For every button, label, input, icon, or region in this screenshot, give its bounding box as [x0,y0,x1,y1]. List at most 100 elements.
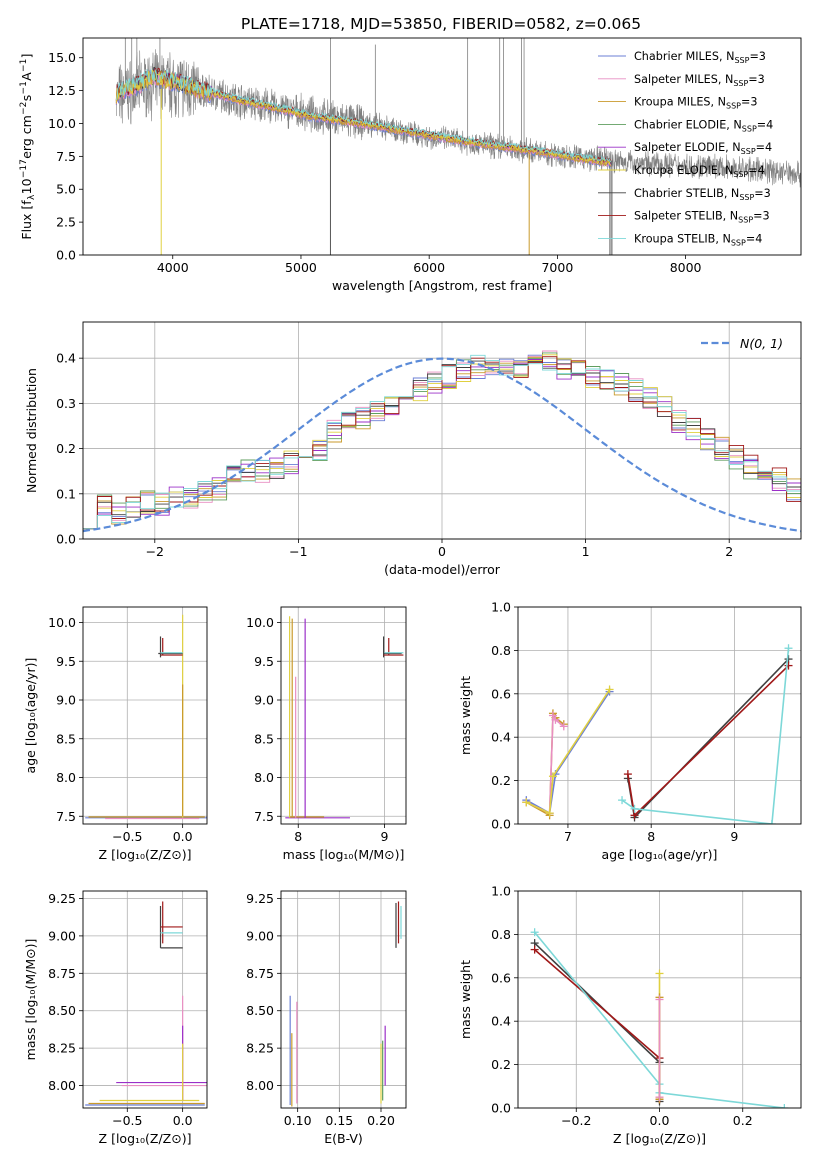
x-tick-label: 7 [564,829,572,844]
x-axis-label: Z [log₁₀(Z/Z⊙)] [99,847,192,862]
y-tick-label: 8.25 [246,1041,274,1056]
legend-entry: Salpeter STELIB, NSSP=3 [634,210,770,225]
y-tick-label: 5.0 [56,182,76,197]
legend-entry: Chabrier MILES, NSSP=3 [634,50,766,65]
y-tick-label: 2.5 [56,215,76,230]
y-tick-label: 0.8 [491,643,511,658]
y-tick-label: 8.0 [254,770,274,785]
x-tick-label: 0.0 [173,1113,193,1128]
y-tick-label: 9.25 [246,891,274,906]
weight-point [530,928,539,937]
x-tick-label: 5000 [285,260,317,275]
y-axis-label: mass weight [458,676,473,755]
axes-frame [517,890,802,1109]
model-spectrum-8 [115,68,612,163]
x-tick-label: −0.5 [112,829,142,844]
y-tick-label: 8.75 [48,966,76,981]
axes-frame [82,606,208,825]
x-tick-label: 4000 [157,260,189,275]
y-tick-label: 0.0 [56,248,76,263]
weight-line [525,689,611,815]
legend-entry: Kroupa MILES, NSSP=3 [634,96,757,111]
weight-point [623,770,632,779]
y-axis-label: mass weight [458,960,473,1039]
y-tick-label: 1.0 [491,600,511,615]
y-tick-label: 8.50 [48,1003,76,1018]
plot-area [530,928,789,1108]
axes-frame [280,890,407,1109]
panels: 4000 5000 6000 7000 80000.02.55.07.510.012.5… [19,37,802,1146]
weight-point [655,969,664,978]
y-tick-label: 0.8 [491,927,511,942]
panel-weight-vs-age: 7 8 9 0.0 0.2 0.4 0.6 0.8 1.0 age [log₁₀(age/yr)]… [458,600,802,862]
weight-point [655,1093,664,1102]
y-tick-label: 8.5 [254,731,274,746]
legend-entry: Chabrier ELODIE, NSSP=4 [634,118,773,133]
x-tick-label: 8 [294,829,302,844]
legend-entry: Kroupa ELODIE, NSSP=4 [634,164,765,179]
axes-frame [280,606,407,825]
panel-age-vs-z: −0.5 0.0 7.5 8.0 8.5 9.0 9.5 10.0 Z [log₁₀(Z/Z⊙)… [23,606,208,862]
weight-point [784,661,793,670]
x-axis-label: Z [log₁₀(Z/Z⊙)] [613,1131,706,1146]
y-tick-label: 9.00 [246,928,274,943]
y-tick-label: 12.5 [48,83,76,98]
weight-line [627,658,790,820]
weight-point [780,1104,789,1108]
histogram-7 [83,356,801,530]
x-tick-label: 0.20 [367,1113,395,1128]
histogram-8 [83,354,801,530]
plot-area [85,614,207,820]
x-tick-label: −1 [289,544,307,559]
y-tick-label: 0.2 [491,1057,511,1072]
weight-point [548,772,557,781]
y-tick-label: 0.2 [491,773,511,788]
plot-area [115,38,801,255]
plot-area [522,644,793,824]
x-tick-label: 1 [582,544,590,559]
y-tick-label: 8.5 [56,731,76,746]
x-axis-label: Z [log₁₀(Z/Z⊙)] [99,1131,192,1146]
x-tick-label: −2 [146,544,164,559]
model-spectrum-2 [115,69,612,167]
legend-entry: Kroupa STELIB, NSSP=4 [634,232,762,247]
y-tick-label: 0.1 [56,486,76,501]
y-axis-label: age [log₁₀(age/yr)] [23,658,38,774]
y-tick-label: 10.0 [48,116,76,131]
y-tick-label: 8.50 [246,1003,274,1018]
y-tick-label: 9.25 [48,891,76,906]
plot-area [83,350,801,533]
plot-area [289,901,402,1107]
histogram-0 [83,354,801,530]
y-axis-label: mass [log₁₀(M/M⊙)] [23,939,38,1061]
x-tick-label: 2 [725,544,733,559]
x-tick-label: −0.2 [561,1113,591,1128]
y-tick-label: 7.5 [56,809,76,824]
weight-point [548,711,557,720]
panel-residuals: −2 −1 0 1 2 0.0 0.1 0.2 0.3 0.4 (data-model)/error… [24,321,802,577]
plot-area [85,901,207,1106]
y-axis-label: Flux [f λ 10 −17 erg cm −2 s −1 A −1 ] [19,53,37,239]
weight-line [525,710,565,817]
panel-mass-vs-ebv: 0.10 0.15 0.20 8.00 8.25 8.50 8.75 9.00 9.25 E(B-… [246,890,407,1146]
x-tick-label: 0.0 [173,829,193,844]
legend-entry: Salpeter ELODIE, NSSP=4 [634,141,772,156]
y-tick-label: 8.0 [56,770,76,785]
y-tick-label: 8.25 [48,1041,76,1056]
y-tick-label: 9.5 [56,654,76,669]
weight-point [530,945,539,954]
weight-point [630,804,639,813]
x-axis-label: E(B-V) [324,1131,363,1146]
panel-mass-vs-z: −0.5 0.0 8.00 8.25 8.50 8.75 9.00 9.25 Z [log₁₀(… [23,890,208,1146]
y-tick-label: 1.0 [491,884,511,899]
x-axis-label: age [log₁₀(age/yr)] [602,847,718,862]
y-tick-label: 15.0 [48,50,76,65]
panel-age-vs-mass: 8 9 7.5 8.0 8.5 9.0 9.5 10.0 mass [log₁₀(M/M⊙)] [246,606,407,862]
y-tick-label: 0.6 [491,686,511,701]
y-tick-label: 8.00 [246,1078,274,1093]
axes-frame [82,37,802,256]
legend-entry: Salpeter MILES, NSSP=3 [634,73,765,88]
x-tick-label: 0 [438,544,446,559]
y-tick-label: 0.2 [56,441,76,456]
